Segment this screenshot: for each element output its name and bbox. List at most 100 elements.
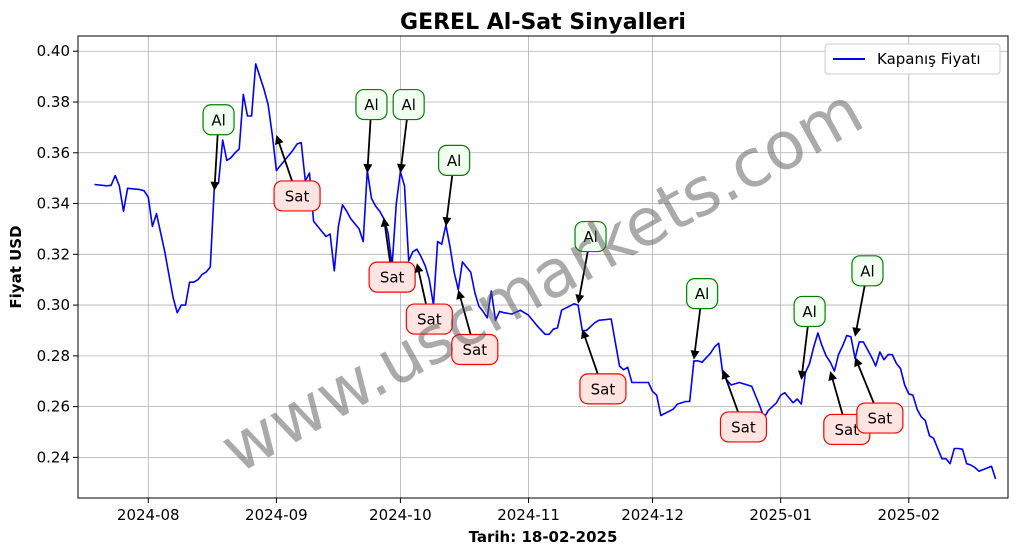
signal-arrow-shaft (855, 285, 866, 330)
signal-label-box (856, 402, 904, 434)
signal-arrow-head (414, 263, 424, 273)
signal-label: Al (695, 285, 709, 303)
signal-label: Al (583, 228, 597, 246)
price-line-layer (94, 63, 997, 480)
signal-label-box (273, 180, 321, 212)
y-axis-label: Fiyat USD (7, 225, 25, 308)
x-tick-label: 2025-02 (877, 506, 940, 524)
buy-signal: Al (793, 295, 826, 380)
signal-arrow-shaft (459, 297, 472, 336)
x-axis-label: Tarih: 18-02-2025 (469, 528, 618, 546)
signal-label: Sat (462, 341, 487, 359)
axes-frame (77, 35, 1009, 499)
y-tick-label: 0.40 (37, 42, 70, 60)
buy-signal: Al (355, 88, 388, 174)
signal-arrow-shaft (578, 251, 589, 297)
signal-arrow-head (828, 371, 838, 381)
y-tick-label: 0.28 (37, 347, 70, 365)
buy-signal: Al (202, 104, 235, 191)
y-tick-label: 0.24 (37, 448, 70, 466)
signal-label-box (392, 88, 425, 121)
signal-label-box (451, 333, 499, 366)
signal-arrow-shaft (724, 377, 740, 414)
legend-label: Kapanış Fiyatı (877, 50, 981, 68)
signal-arrow-shaft (857, 364, 876, 405)
signal-label: Sat (868, 410, 893, 428)
buy-signal: Al (574, 220, 607, 304)
buy-signal: Al (438, 144, 471, 227)
signal-arrow-shaft (366, 119, 372, 166)
signal-arrow-head (397, 163, 406, 174)
signal-arrow-shaft (400, 119, 408, 166)
chart-title: GEREL Al-Sat Sinyalleri (400, 10, 686, 35)
signal-arrow-head (797, 370, 807, 380)
signal-arrow-head (580, 329, 590, 340)
signal-arrow-head (575, 294, 585, 304)
signal-arrow-head (690, 350, 700, 360)
sell-signal: Sat (451, 289, 499, 366)
y-tick-label: 0.36 (37, 144, 70, 162)
signal-label: Al (860, 262, 874, 280)
signal-label-box (686, 278, 719, 310)
y-tick-label: 0.34 (37, 195, 70, 213)
signal-arrow-shaft (831, 378, 844, 416)
signal-label: Sat (417, 311, 442, 329)
signal-arrow-shaft (417, 270, 427, 305)
signal-arrow-head (721, 369, 731, 380)
signal-annotations: Al Sat Al Al Sat Sat Al Sat Al Sat Al Sat Al Sat Al Sat (202, 88, 904, 446)
x-tick-label: 2024-12 (621, 506, 684, 524)
price-series-line (94, 63, 997, 480)
signal-label: Al (401, 96, 415, 114)
signal-label-box (405, 303, 453, 335)
signal-arrow-head (275, 135, 284, 145)
y-tick-label: 0.30 (37, 296, 70, 314)
sell-signal: Sat (579, 329, 627, 405)
signal-arrow-head (852, 327, 862, 337)
signal-arrow-shaft (801, 326, 809, 373)
signal-label-box (574, 220, 607, 253)
buy-signal: Al (686, 278, 719, 360)
signal-label: Sat (380, 269, 405, 287)
signal-label: Al (211, 111, 225, 129)
signal-arrow-head (380, 217, 390, 228)
signal-label-box (438, 144, 471, 176)
signal-label-box (793, 295, 826, 328)
signal-arrow-shaft (278, 142, 294, 183)
signal-label: Al (447, 152, 461, 170)
signal-label-box (579, 373, 627, 405)
signal-arrow-shaft (384, 225, 391, 263)
signal-arrow-head (442, 216, 452, 227)
y-tick-label: 0.38 (37, 93, 70, 111)
signal-label: Sat (285, 187, 310, 205)
y-tick-label: 0.26 (37, 398, 70, 416)
signal-label: Al (802, 303, 816, 321)
signal-arrow-head (210, 181, 220, 191)
x-tick-label: 2024-09 (245, 506, 308, 524)
signal-label-box (851, 255, 884, 287)
signal-label: Al (364, 96, 378, 114)
signal-arrow-head (363, 163, 373, 174)
legend: Kapanış Fiyatı (824, 43, 1001, 75)
signal-label: Sat (834, 421, 859, 439)
x-tick-label: 2025-01 (749, 506, 812, 524)
signal-label-box (355, 88, 388, 121)
y-tick-label: 0.32 (37, 245, 70, 263)
signal-arrow-head (456, 289, 466, 300)
buy-signal: Al (392, 88, 425, 174)
signal-arrow-shaft (445, 175, 454, 219)
signal-label-box (202, 104, 235, 136)
signal-arrow-shaft (213, 134, 219, 183)
sell-signal: Sat (368, 217, 416, 293)
sell-signal: Sat (719, 369, 768, 443)
signal-arrow-shaft (584, 336, 599, 375)
signal-arrow-shaft (693, 308, 702, 352)
x-tick-label: 2024-10 (369, 506, 432, 524)
x-tick-label: 2024-11 (497, 506, 560, 524)
sell-signal: Sat (405, 263, 453, 335)
signal-label: Sat (591, 380, 616, 398)
signal-label-box (719, 411, 768, 443)
sell-signal: Sat (854, 357, 904, 434)
x-tick-label: 2024-08 (117, 506, 180, 524)
sell-signal: Sat (273, 135, 321, 212)
